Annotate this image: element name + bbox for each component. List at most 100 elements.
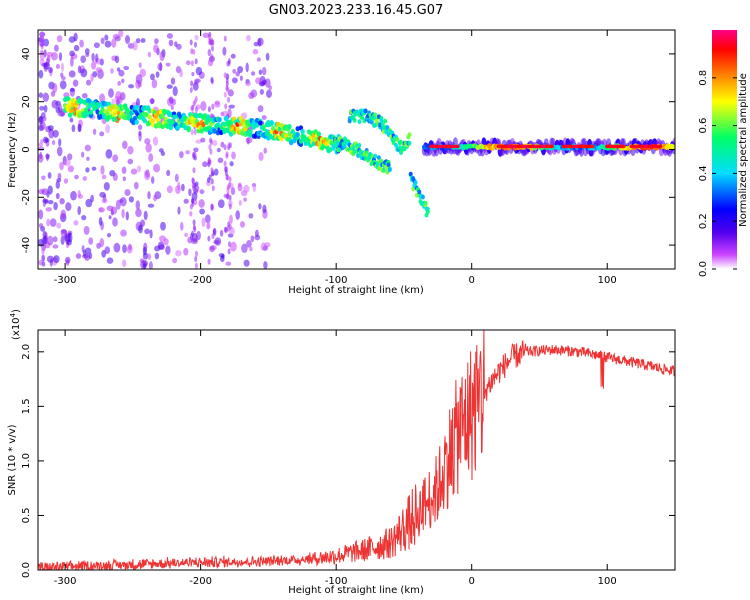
heatmap-cell bbox=[38, 69, 44, 79]
heatmap-cell bbox=[227, 142, 231, 149]
heatmap-cell bbox=[52, 83, 58, 93]
heatmap-cell bbox=[136, 165, 142, 173]
heatmap-cell bbox=[99, 238, 105, 248]
heatmap-cell bbox=[168, 39, 174, 47]
heatmap-cell bbox=[69, 50, 75, 57]
heatmap-cell bbox=[142, 252, 149, 260]
snr-ytick-label: 0.5 bbox=[21, 508, 32, 524]
heatmap-cell bbox=[257, 105, 264, 113]
heatmap-cell bbox=[139, 68, 147, 78]
heatmap-cell bbox=[230, 53, 236, 59]
heatmap-cell bbox=[265, 52, 270, 61]
snr-ytick-label: 1.0 bbox=[21, 453, 32, 469]
heatmap-cell bbox=[210, 178, 214, 185]
heatmap-cell bbox=[90, 73, 94, 82]
heatmap-cell bbox=[211, 185, 215, 192]
heatmap-cell bbox=[379, 158, 384, 164]
heatmap-cell bbox=[93, 42, 100, 49]
heatmap-cell bbox=[217, 157, 224, 164]
heatmap-cell bbox=[231, 151, 236, 160]
heatmap-cell bbox=[39, 105, 45, 111]
heatmap-ytick-label: 40 bbox=[21, 48, 32, 61]
heatmap-cell bbox=[194, 95, 198, 102]
heatmap-cell bbox=[101, 198, 108, 204]
heatmap-cell bbox=[73, 220, 79, 226]
heatmap-cell bbox=[316, 131, 321, 137]
heatmap-cell bbox=[249, 246, 253, 252]
heatmap-cell bbox=[43, 104, 48, 113]
heatmap-xtick-label: -300 bbox=[54, 275, 77, 286]
heatmap-cell bbox=[46, 51, 54, 57]
heatmap-cell bbox=[118, 69, 125, 77]
heatmap-xlabel: Height of straight line (km) bbox=[288, 285, 424, 296]
heatmap-cell bbox=[170, 77, 176, 85]
heatmap-cell bbox=[55, 192, 60, 200]
heatmap-cell bbox=[39, 49, 44, 55]
heatmap-cell bbox=[84, 144, 91, 152]
heatmap-cell bbox=[108, 88, 114, 98]
heatmap-cell bbox=[81, 151, 85, 158]
heatmap-cell bbox=[212, 228, 216, 235]
heatmap-cell bbox=[261, 66, 267, 76]
heatmap-cell bbox=[59, 197, 65, 205]
heatmap-cell bbox=[112, 217, 118, 227]
heatmap-cell bbox=[194, 78, 201, 83]
heatmap-cell bbox=[194, 256, 198, 262]
colorbar-tick-label: 0.2 bbox=[698, 213, 709, 229]
heatmap-cell bbox=[47, 199, 54, 205]
snr-frame bbox=[37, 329, 676, 571]
heatmap-cell bbox=[209, 148, 213, 155]
heatmap-cell bbox=[80, 55, 87, 64]
heatmap-cell bbox=[81, 93, 88, 99]
heatmap-cell bbox=[104, 40, 112, 48]
colorbar-gradient bbox=[712, 30, 737, 269]
heatmap-cell bbox=[250, 71, 256, 76]
heatmap-cell bbox=[185, 60, 191, 66]
heatmap-cell bbox=[154, 38, 159, 45]
heatmap-cell bbox=[172, 86, 178, 97]
heatmap-cell bbox=[49, 218, 57, 227]
heatmap-cell bbox=[423, 200, 428, 206]
heatmap-cell bbox=[243, 184, 250, 193]
heatmap-cell bbox=[407, 132, 412, 138]
heatmap-cell bbox=[271, 125, 276, 131]
heatmap-cell bbox=[128, 84, 135, 89]
heatmap-cell bbox=[91, 61, 97, 70]
colorbar-ticks: 0.0 0.2 0.4 0.6 0.8 bbox=[698, 70, 737, 277]
heatmap-cell bbox=[41, 247, 45, 255]
heatmap-cell bbox=[65, 202, 72, 212]
heatmap-cell bbox=[71, 124, 76, 133]
heatmap-cell bbox=[43, 61, 50, 70]
heatmap-cell bbox=[52, 244, 59, 249]
heatmap-cell bbox=[106, 232, 112, 238]
heatmap-cell bbox=[127, 145, 134, 155]
heatmap-cell bbox=[144, 112, 149, 118]
heatmap-cell bbox=[231, 77, 238, 84]
heatmap-cell bbox=[47, 172, 52, 179]
heatmap-cell bbox=[69, 117, 74, 123]
heatmap-cell bbox=[385, 125, 390, 131]
heatmap-cell bbox=[376, 155, 381, 161]
heatmap-cell bbox=[379, 118, 384, 124]
heatmap-cell bbox=[155, 71, 160, 78]
heatmap-cell bbox=[239, 75, 243, 81]
heatmap-cell bbox=[145, 143, 152, 153]
heatmap-cell bbox=[88, 252, 93, 260]
heatmap-cell bbox=[84, 48, 90, 55]
heatmap-cell bbox=[214, 237, 222, 246]
heatmap-cell bbox=[98, 207, 103, 213]
heatmap-cell bbox=[122, 140, 128, 150]
heatmap-cell bbox=[121, 208, 125, 219]
snr-multiplier-exp: 4 bbox=[9, 312, 17, 317]
heatmap-cell bbox=[81, 245, 85, 253]
heatmap-cell bbox=[160, 151, 166, 156]
heatmap-cell bbox=[455, 144, 460, 149]
colorbar-tick-label: 0.6 bbox=[698, 118, 709, 134]
heatmap-cell bbox=[111, 116, 117, 122]
heatmap-cell bbox=[112, 154, 119, 163]
heatmap-cell bbox=[255, 77, 262, 84]
heatmap-cell bbox=[60, 72, 64, 78]
heatmap-cell bbox=[357, 142, 362, 148]
heatmap-cell bbox=[38, 142, 43, 147]
heatmap-cell bbox=[150, 73, 155, 81]
